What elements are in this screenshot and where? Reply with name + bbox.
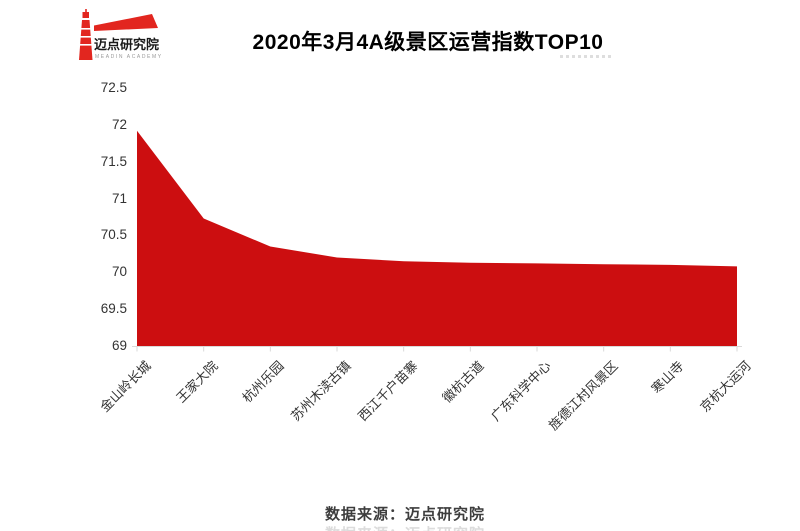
brand-name: 迈点研究院 [94, 37, 160, 52]
y-tick-label: 69.5 [100, 301, 127, 317]
chart-title: 2020年3月4A级景区运营指数TOP10 [252, 31, 604, 54]
y-tick-label: 69 [111, 338, 127, 353]
y-tick-label: 70 [111, 264, 127, 280]
y-tick-label: 72.5 [100, 80, 127, 95]
meadin-logo: 迈点研究院 MEADIN ACADEMY [62, 8, 187, 66]
y-tick-label: 71.5 [100, 153, 127, 169]
cropped-text-bottom: 数据来源：迈点研究院 [10, 526, 800, 531]
faint-watermark-fragment [560, 55, 614, 58]
lighthouse-icon [78, 9, 158, 60]
y-tick-label: 72 [111, 116, 127, 132]
y-tick-label: 70.5 [100, 227, 127, 243]
y-tick-label: 71 [111, 190, 127, 206]
brand-name-en: MEADIN ACADEMY [95, 54, 163, 60]
data-source-caption: 数据来源：迈点研究院 [324, 506, 485, 523]
area-series [137, 130, 737, 346]
